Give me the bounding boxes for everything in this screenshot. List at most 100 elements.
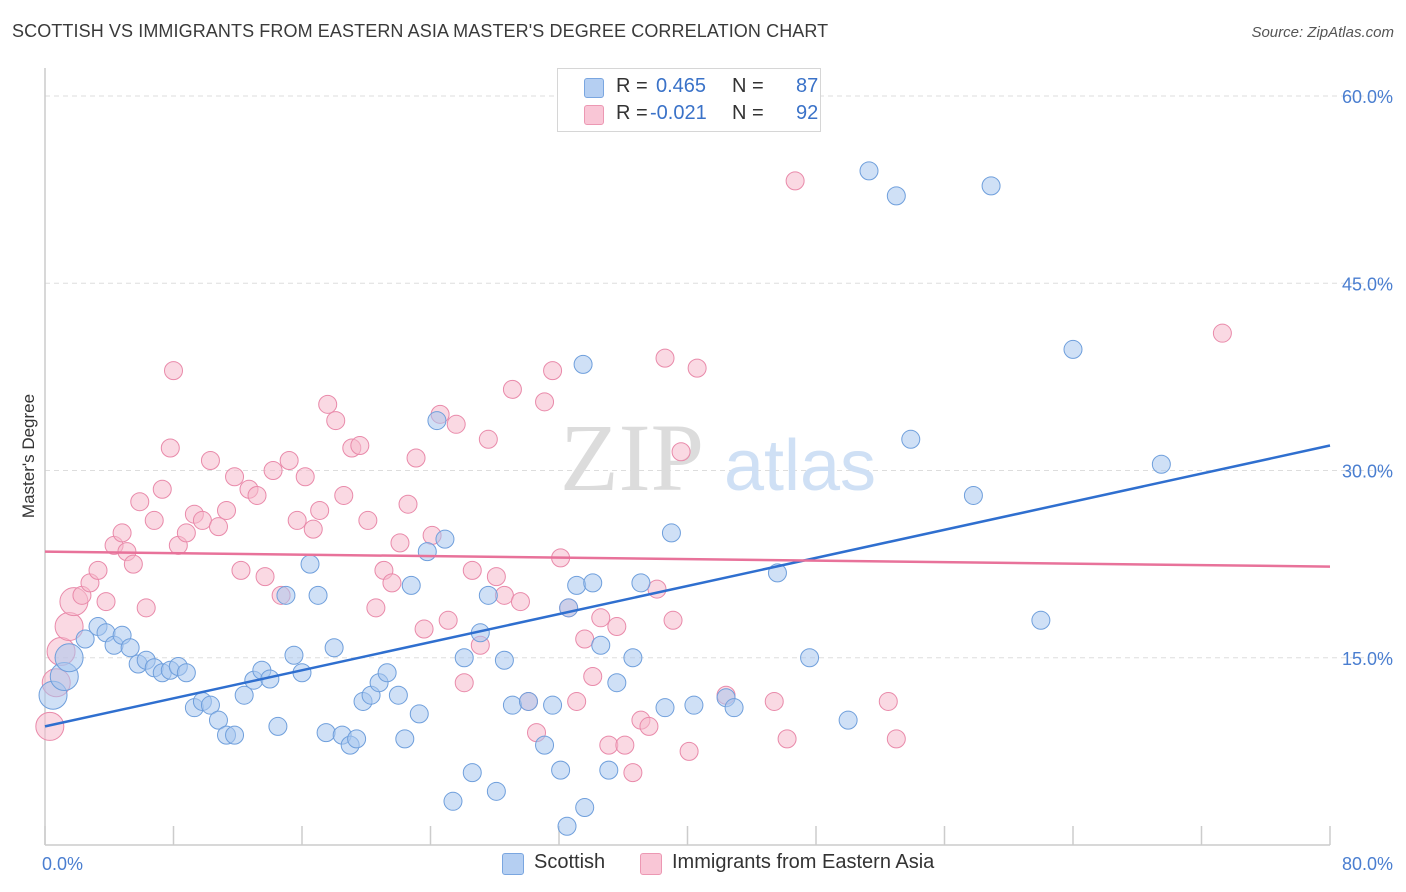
data-point bbox=[583, 666, 603, 686]
data-point bbox=[655, 698, 675, 718]
data-point bbox=[295, 467, 315, 487]
data-point bbox=[462, 560, 482, 580]
data-point bbox=[591, 608, 611, 628]
r-value: -0.021 bbox=[650, 102, 707, 124]
data-point bbox=[446, 414, 466, 434]
data-point bbox=[160, 438, 180, 458]
data-point bbox=[661, 523, 681, 543]
x-tick-label-max: 80.0% bbox=[1342, 854, 1393, 874]
data-point bbox=[615, 735, 635, 755]
data-point bbox=[785, 171, 805, 191]
data-point bbox=[591, 635, 611, 655]
data-point bbox=[388, 685, 408, 705]
data-point bbox=[551, 760, 571, 780]
legend-item-immigrants-eastern-asia[interactable]: Immigrants from Eastern Asia bbox=[640, 850, 960, 878]
data-point bbox=[401, 575, 421, 595]
data-point bbox=[417, 542, 437, 562]
data-point bbox=[502, 379, 522, 399]
data-point bbox=[535, 735, 555, 755]
data-point bbox=[123, 554, 143, 574]
legend-label: Immigrants from Eastern Asia bbox=[672, 851, 935, 873]
data-point bbox=[599, 760, 619, 780]
data-point bbox=[377, 663, 397, 683]
trend-line-immigrants bbox=[44, 550, 1331, 568]
legend-swatch-pink bbox=[640, 853, 662, 875]
data-point bbox=[88, 560, 108, 580]
data-point bbox=[478, 585, 498, 605]
data-point bbox=[225, 467, 245, 487]
data-point bbox=[454, 648, 474, 668]
data-point bbox=[427, 411, 447, 431]
data-point bbox=[287, 510, 307, 530]
data-point bbox=[800, 648, 820, 668]
data-point bbox=[724, 698, 744, 718]
data-point bbox=[300, 554, 320, 574]
legend-label: Scottish bbox=[534, 851, 606, 873]
r-label: R = bbox=[616, 102, 648, 124]
y-tick-label: 30.0% bbox=[1342, 462, 1393, 482]
data-point bbox=[176, 663, 196, 683]
trend-line-scottish bbox=[44, 444, 1331, 728]
data-point bbox=[679, 741, 699, 761]
data-point bbox=[382, 573, 402, 593]
data-point bbox=[575, 798, 595, 818]
legend-swatch-blue bbox=[584, 78, 604, 98]
data-point bbox=[409, 704, 429, 724]
data-point bbox=[347, 729, 367, 749]
data-point bbox=[75, 629, 95, 649]
chart-title: SCOTTISH VS IMMIGRANTS FROM EASTERN ASIA… bbox=[12, 21, 829, 41]
x-tick-labels: 0.0% 80.0% bbox=[42, 854, 1393, 874]
data-point bbox=[502, 695, 522, 715]
data-point bbox=[255, 567, 275, 587]
data-point bbox=[164, 361, 183, 381]
data-point bbox=[390, 533, 410, 553]
y-tick-labels: 15.0% 30.0% 45.0% 60.0% bbox=[1342, 87, 1393, 669]
trend-lines bbox=[44, 444, 1331, 728]
data-point bbox=[208, 517, 228, 537]
y-tick-label: 15.0% bbox=[1342, 649, 1393, 669]
data-point bbox=[543, 695, 563, 715]
data-point bbox=[535, 392, 555, 412]
data-point bbox=[623, 763, 643, 783]
data-point bbox=[963, 485, 983, 505]
data-point bbox=[435, 529, 455, 549]
data-point bbox=[310, 500, 330, 520]
data-point bbox=[607, 617, 627, 637]
data-point bbox=[152, 479, 172, 499]
data-point bbox=[583, 573, 603, 593]
data-point bbox=[308, 585, 328, 605]
series-scottish-points bbox=[38, 161, 1171, 836]
data-point bbox=[478, 429, 498, 449]
data-point bbox=[494, 585, 514, 605]
n-value: 92 bbox=[796, 102, 819, 124]
data-point bbox=[208, 710, 228, 730]
data-point bbox=[217, 500, 237, 520]
data-point bbox=[599, 735, 619, 755]
data-point bbox=[981, 176, 1001, 196]
legend-swatch-blue bbox=[502, 853, 524, 875]
data-point bbox=[639, 716, 659, 736]
data-point bbox=[268, 716, 288, 736]
data-point bbox=[414, 619, 434, 639]
data-point bbox=[462, 763, 482, 783]
data-point bbox=[112, 523, 132, 543]
x-tick-label-min: 0.0% bbox=[42, 854, 83, 874]
source-label: Source: ZipAtlas.com bbox=[1251, 24, 1394, 41]
data-point bbox=[120, 638, 140, 658]
data-point bbox=[567, 575, 587, 595]
data-point bbox=[324, 638, 344, 658]
r-label: R = bbox=[616, 75, 648, 97]
stats-legend: R = 0.465 N = 87 R = -0.021 N = 92 bbox=[557, 68, 821, 132]
legend-item-scottish[interactable]: Scottish bbox=[502, 850, 632, 878]
legend-swatch-pink bbox=[584, 105, 604, 125]
data-point bbox=[886, 729, 906, 749]
data-point bbox=[575, 629, 595, 649]
data-point bbox=[316, 723, 336, 743]
data-point bbox=[358, 510, 378, 530]
data-point bbox=[366, 598, 386, 618]
data-point bbox=[655, 348, 675, 368]
data-point bbox=[543, 361, 563, 381]
data-point bbox=[901, 429, 921, 449]
watermark-atlas: atlas bbox=[724, 426, 876, 506]
y-tick-label: 45.0% bbox=[1342, 274, 1393, 294]
